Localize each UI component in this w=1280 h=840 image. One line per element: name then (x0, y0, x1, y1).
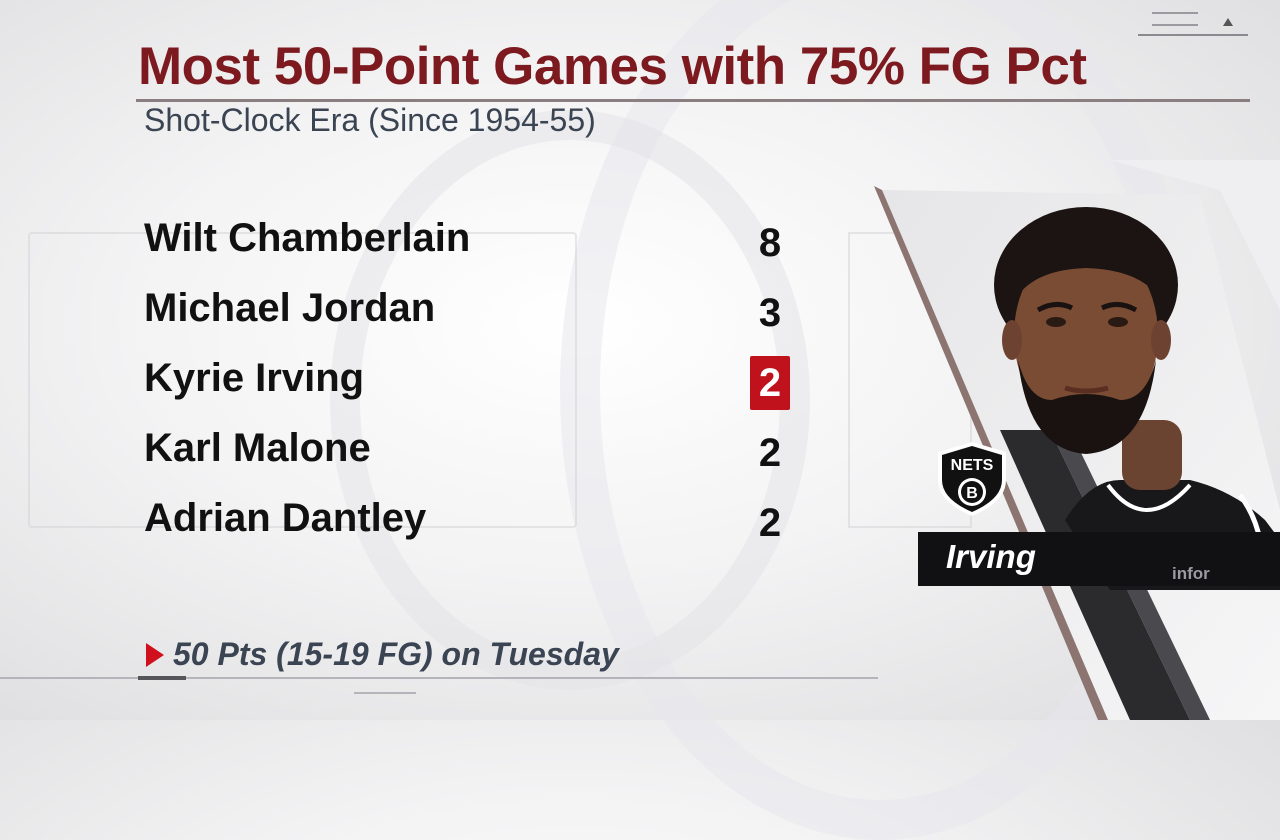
player-name: Kyrie Irving (144, 356, 365, 400)
page-title: Most 50-Point Games with 75% FG Pct (138, 37, 1087, 96)
games-count: 3 (758, 291, 782, 335)
bottom-rule-short (354, 692, 416, 694)
games-count: 2 (758, 431, 782, 475)
games-count-highlight-badge: 2 (750, 356, 790, 410)
nets-logo: NETS B (934, 440, 1010, 518)
up-arrow-icon (1223, 18, 1233, 26)
top-right-decor-line (1152, 12, 1198, 14)
games-count: 2 (758, 501, 782, 545)
player-name-bar (918, 532, 1280, 586)
games-count: 8 (758, 221, 782, 265)
bottom-rule (0, 677, 878, 679)
leaderboard-row: Adrian Dantley 2 (144, 490, 804, 546)
leaderboard-row-highlighted: Kyrie Irving 2 (144, 350, 804, 410)
jersey-sponsor-patch: infor (1172, 564, 1210, 583)
nets-logo-text: NETS (951, 457, 994, 474)
nets-logo-letter: B (966, 485, 978, 502)
leaderboard-row: Karl Malone 2 (144, 420, 804, 476)
leaderboard-row: Michael Jordan 3 (144, 280, 804, 336)
player-name: Michael Jordan (144, 286, 436, 330)
top-right-decor-rule (1138, 34, 1248, 36)
player-headshot-icon (874, 160, 1280, 720)
title-divider (136, 99, 1250, 102)
background-watermark-panel (28, 232, 577, 528)
player-card (860, 150, 1280, 720)
player-name: Adrian Dantley (144, 496, 427, 540)
bottom-rule-accent (138, 676, 186, 680)
top-right-decor-line (1152, 24, 1198, 26)
player-name: Wilt Chamberlain (144, 216, 471, 260)
player-card-name: Irving (946, 538, 1036, 575)
player-name: Karl Malone (144, 426, 371, 470)
page-subtitle: Shot-Clock Era (Since 1954-55) (144, 102, 596, 138)
leaderboard-row: Wilt Chamberlain 8 (144, 210, 804, 266)
play-triangle-icon (146, 643, 164, 667)
footnote-text: 50 Pts (15-19 FG) on Tuesday (173, 636, 619, 672)
